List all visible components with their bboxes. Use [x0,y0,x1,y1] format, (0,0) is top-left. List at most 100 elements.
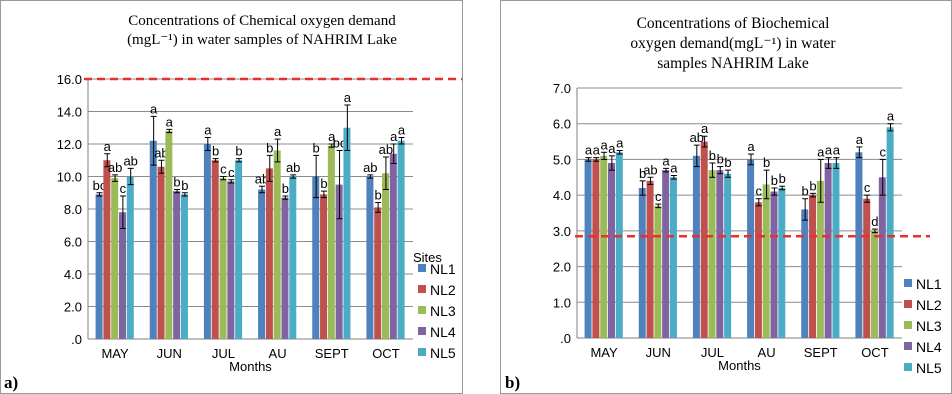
chart-b-bar-nl1 [638,188,646,338]
chart-a-ytick-label: 6.0 [64,235,82,250]
chart-a-bar-nl1 [149,140,157,339]
chart-b-significance-label: b [639,166,646,181]
chart-a-ytick-label: .0 [71,332,82,347]
chart-b-title-line: Concentrations of Biochemical [637,15,830,32]
chart-b-bar-nl2 [700,141,708,338]
chart-a-significance-label: bc [93,178,107,193]
chart-b-ytick-label: .0 [560,331,571,346]
chart-a-bar-nl4 [281,197,289,339]
chart-a-significance-label: ab [123,153,137,168]
chart-b-bar-nl1 [692,155,700,338]
chart-a-legend-label-nl4: NL4 [430,324,456,340]
chart-a-significance-label: ab [108,160,122,175]
chart-b-significance-label: b [779,171,786,186]
chart-a-bar-nl1 [258,189,266,339]
chart-b-legend-label-nl2: NL2 [916,297,942,313]
chart-b-bar-nl5 [778,188,786,338]
chart-b-significance-label: b [763,155,770,170]
chart-b-legend-swatch-nl4 [904,342,912,350]
chart-a-bar-nl5 [343,127,351,339]
chart-b-significance-label: ab [690,130,704,145]
chart-a-ytick-label: 2.0 [64,300,82,315]
chart-b-bar-nl4 [607,163,615,338]
chart-a-legend-swatch-nl2 [418,285,426,293]
chart-b-bar-nl2 [592,159,600,338]
chart-b-bar-nl5 [832,163,840,338]
chart-b-bar-nl4 [716,170,724,338]
chart-b-significance-label: c [879,144,886,159]
chart-b-significance-label: c [864,180,871,195]
chart-b-legend-label-nl3: NL3 [916,318,942,334]
chart-a-legend-swatch-nl4 [418,327,426,335]
chart-b-significance-label: a [747,139,755,154]
chart-a-legend-label-nl5: NL5 [430,345,456,361]
chart-b-xtick-label: JUN [646,345,671,360]
chart-b-bar-nl5 [615,152,623,338]
chart-b-bar-nl1 [747,159,755,338]
chart-b-significance-label: ab [643,162,657,177]
chart-b-significance-label: a [608,141,616,156]
chart-a-significance-label: a [328,129,336,144]
chart-a-significance-label: b [212,144,219,159]
chart-a-bar-nl3 [111,178,119,339]
chart-b-bar-nl2 [754,202,762,338]
chart-b-ytick-label: 3.0 [553,224,571,239]
chart-b-xtick-label: AU [758,345,776,360]
chart-b-bar-nl3 [600,155,608,338]
chart-a-significance-label: b [320,176,327,191]
chart-a-bar-nl2 [211,160,219,339]
chart-b-significance-label: b [709,148,716,163]
chart-a-significance-label: a [104,139,112,154]
chart-b-xtick-label: JUL [701,345,724,360]
chart-b-bar-nl2 [863,198,871,338]
chart-b-bar-nl5 [669,177,677,338]
chart-b-ytick-label: 1.0 [553,295,571,310]
chart-b-xtick-label: OCT [861,345,889,360]
chart-b: Concentrations of Biochemical oxygen dema… [553,15,942,376]
chart-b-ytick-label: 5.0 [553,152,571,167]
chart-a-x-axis-title: Months [229,359,272,374]
chart-b-significance-label: b [802,184,809,199]
chart-a-bar-nl2 [157,166,165,339]
chart-b-xtick-label: SEPT [804,345,838,360]
chart-b-significance-label: a [701,121,709,136]
chart-a-significance-label: a [344,90,352,105]
chart-a-bar-nl1 [312,176,320,339]
chart-a-ytick-label: 10.0 [57,170,82,185]
chart-b-bar-nl4 [770,191,778,338]
chart-a-ytick-label: 12.0 [57,137,82,152]
chart-b-bar-nl5 [886,127,894,339]
chart-a-legend-label-nl3: NL3 [430,303,456,319]
chart-a-bar-nl3 [327,145,335,339]
chart-b-significance-label: a [585,143,593,158]
chart-a-xtick-label: MAY [101,346,129,361]
chart-a-legend-swatch-nl5 [418,348,426,356]
chart-b-bar-nl1 [584,159,592,338]
chart-a-bar-nl2 [374,207,382,339]
chart-b-ytick-label: 4.0 [553,188,571,203]
chart-a-bar-nl4 [173,191,181,339]
chart-a-bar-nl3 [382,173,390,339]
chart-a-legend-label-nl1: NL1 [430,261,456,277]
chart-a-significance-label: c [228,165,235,180]
chart-b-ytick-label: 2.0 [553,260,571,275]
chart-b-significance-label: c [756,184,763,199]
chart-b-legend-label-nl4: NL4 [916,339,942,355]
chart-a-title-line: Concentrations of Chemical oxygen demand [128,13,396,29]
chart-b-bar-nl4 [878,177,886,338]
chart-a-xtick-label: SEPT [315,346,349,361]
chart-b-legend-swatch-nl2 [904,300,912,308]
chart-a-title-line: (mgL⁻¹) in water samples of NAHRIM Lake [127,32,397,48]
chart-a-significance-label: ab [379,142,393,157]
chart-a-significance-label: b [266,140,273,155]
chart-b-bar-nl4 [824,163,832,338]
chart-a-bar-nl3 [219,178,227,339]
chart-b-x-axis-title: Months [718,358,761,373]
chart-a-bar-nl4 [227,181,235,339]
chart-a-xtick-label: JUN [157,346,182,361]
chart-a-significance-label: a [150,101,158,116]
chart-b-legend-label-nl5: NL5 [916,360,942,376]
chart-b-bar-nl1 [801,209,809,338]
chart-b-legend-label-nl1: NL1 [916,276,942,292]
